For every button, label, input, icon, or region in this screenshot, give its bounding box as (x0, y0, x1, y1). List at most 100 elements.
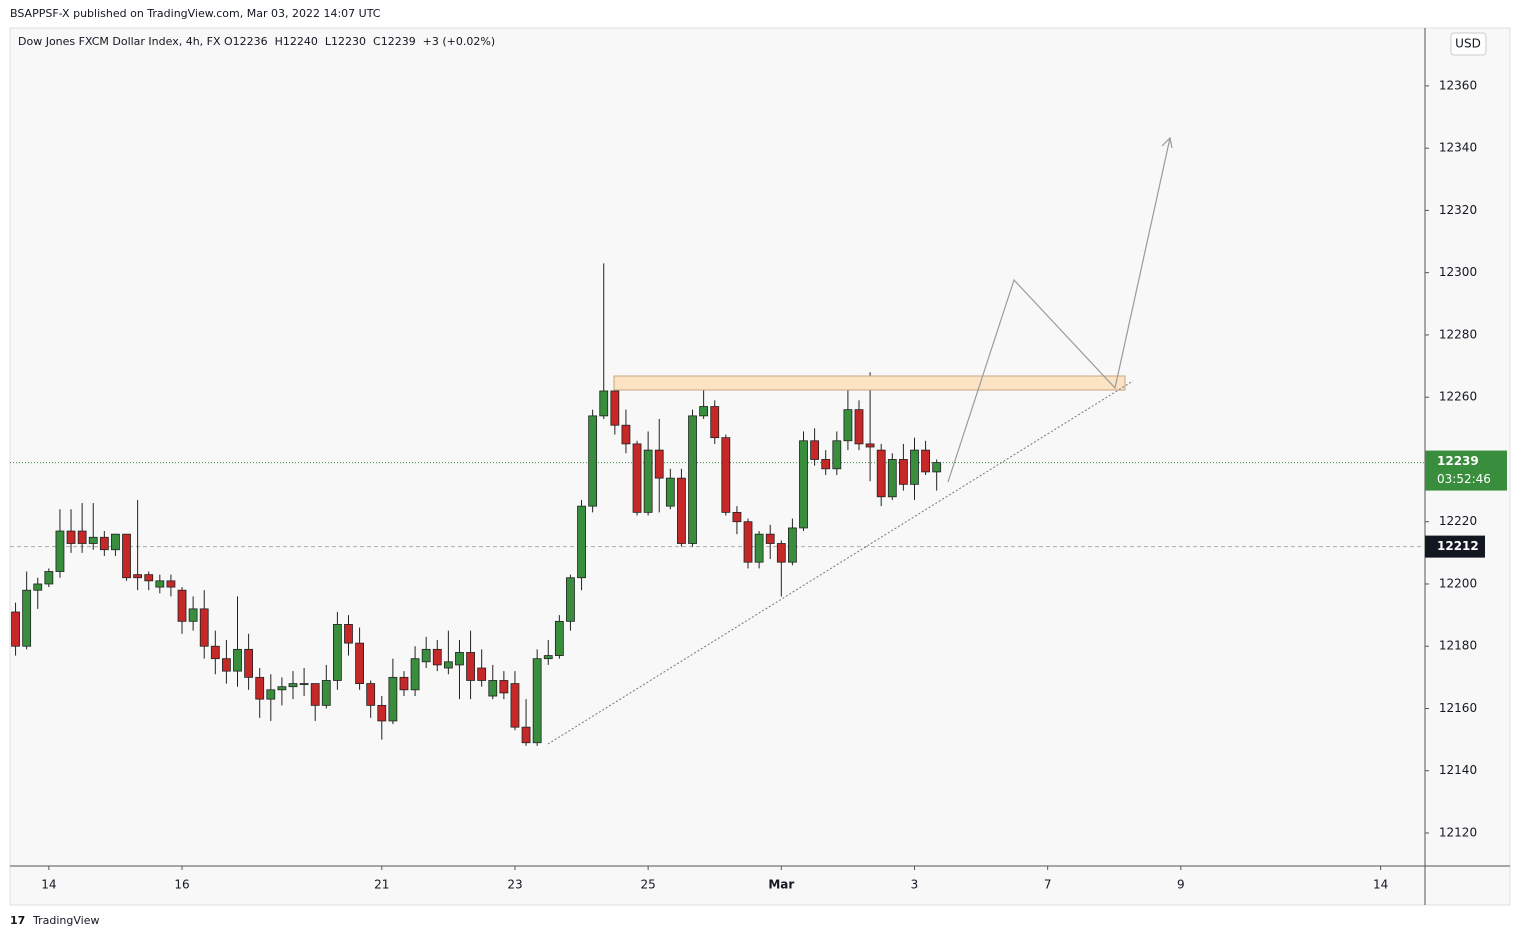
candle-body (210, 645, 220, 660)
x-tick-label: 9 (1177, 878, 1185, 892)
candle-body (776, 543, 786, 563)
x-tick-label: 14 (41, 878, 56, 892)
candle-body (554, 620, 564, 656)
candle-body (566, 577, 575, 622)
candle-body (177, 589, 187, 622)
ohlc-text: O12236 H12240 L12230 C12239 +3 (+0.02%) (224, 35, 495, 48)
candle-body (344, 624, 353, 644)
candle-body (288, 683, 298, 688)
candle-body (810, 440, 820, 460)
candle-body (410, 658, 420, 691)
candle-body (432, 648, 442, 666)
y-tick-label: 12160 (1439, 701, 1477, 715)
y-tick-label: 12300 (1439, 265, 1477, 279)
candle-body (255, 676, 265, 700)
currency-label[interactable]: USD (1455, 37, 1481, 51)
symbol-title: Dow Jones FXCM Dollar Index, 4h, FX (18, 35, 221, 48)
candle-body (921, 449, 930, 473)
candle-body (421, 648, 431, 663)
candle-body (799, 440, 808, 529)
published-text: BSAPPSF-X published on TradingView.com, … (10, 7, 381, 20)
x-tick-label: Mar (768, 878, 794, 892)
footer: TradingView 17 (10, 914, 99, 927)
x-tick-label: 14 (1373, 878, 1388, 892)
last-price-box (1425, 450, 1507, 491)
candle-body (665, 477, 675, 507)
candle-body (366, 683, 376, 706)
footer-brand: TradingView (32, 914, 99, 927)
x-tick-label: 7 (1044, 878, 1052, 892)
candle-body (643, 449, 653, 513)
candle-body (266, 689, 276, 700)
candle-body (488, 680, 498, 697)
candle-body (299, 683, 309, 685)
y-tick-label: 12120 (1439, 826, 1477, 840)
candle-body (277, 686, 287, 691)
candle-body (188, 608, 198, 622)
y-tick-label: 12360 (1439, 78, 1477, 92)
candle-body (377, 704, 387, 722)
candle-body (510, 683, 520, 728)
x-tick-label: 25 (640, 878, 655, 892)
y-tick-label: 12140 (1439, 763, 1477, 777)
candle-body (332, 624, 342, 681)
candle-body (111, 533, 120, 551)
candle-body (11, 611, 20, 647)
candle-body (532, 658, 542, 744)
candle-body (388, 676, 398, 722)
candle-body (754, 533, 764, 563)
candle-body (33, 583, 43, 591)
candle-body (22, 589, 32, 647)
candle-body (443, 661, 453, 669)
candle-body (166, 580, 176, 588)
candle-body (222, 658, 231, 672)
x-tick-label: 16 (174, 878, 189, 892)
candle-body (577, 505, 586, 579)
footer-logo: 17 (10, 914, 25, 927)
y-tick-label: 12260 (1439, 390, 1477, 404)
candle-body (621, 424, 631, 445)
candle-body (898, 459, 908, 485)
candle-body (887, 459, 897, 498)
candle-body (788, 527, 797, 563)
currency-box[interactable] (1450, 32, 1487, 56)
marked-price-label: 12212 (1437, 539, 1479, 553)
candle-body (699, 406, 709, 417)
candle-body (355, 642, 364, 684)
candle-body (122, 533, 131, 579)
candle-body (44, 571, 54, 585)
candle-body (66, 530, 76, 544)
candle-body (832, 440, 842, 470)
candle-body (55, 530, 65, 572)
candle-body (588, 415, 598, 507)
candle-body (155, 580, 165, 588)
candle-body (876, 449, 886, 498)
candle-body (477, 667, 487, 681)
candle-body (865, 443, 875, 448)
last-price-label: 12239 (1437, 454, 1479, 468)
candle-body (599, 390, 609, 417)
candle-body (99, 536, 109, 551)
chart-pane (9, 27, 1511, 906)
countdown-label: 03:52:46 (1437, 472, 1491, 486)
candle-body (455, 652, 464, 666)
candle-body (688, 415, 697, 544)
y-tick-label: 12200 (1439, 576, 1477, 590)
x-tick-label: 23 (507, 878, 522, 892)
y-tick-label: 12320 (1439, 203, 1477, 217)
candle-body (521, 726, 531, 744)
candle-body (610, 390, 620, 426)
candle-body (765, 533, 775, 544)
candle-body (399, 676, 409, 691)
candle-body (932, 462, 942, 473)
marked-price-box (1425, 535, 1485, 558)
candle-body (743, 521, 753, 563)
candle-body (144, 574, 154, 582)
candle-body (77, 530, 87, 544)
candle-body (654, 449, 664, 479)
candle-body (843, 409, 853, 442)
x-tick-label: 3 (911, 878, 919, 892)
candle-body (710, 406, 720, 439)
candle-body (821, 459, 831, 470)
